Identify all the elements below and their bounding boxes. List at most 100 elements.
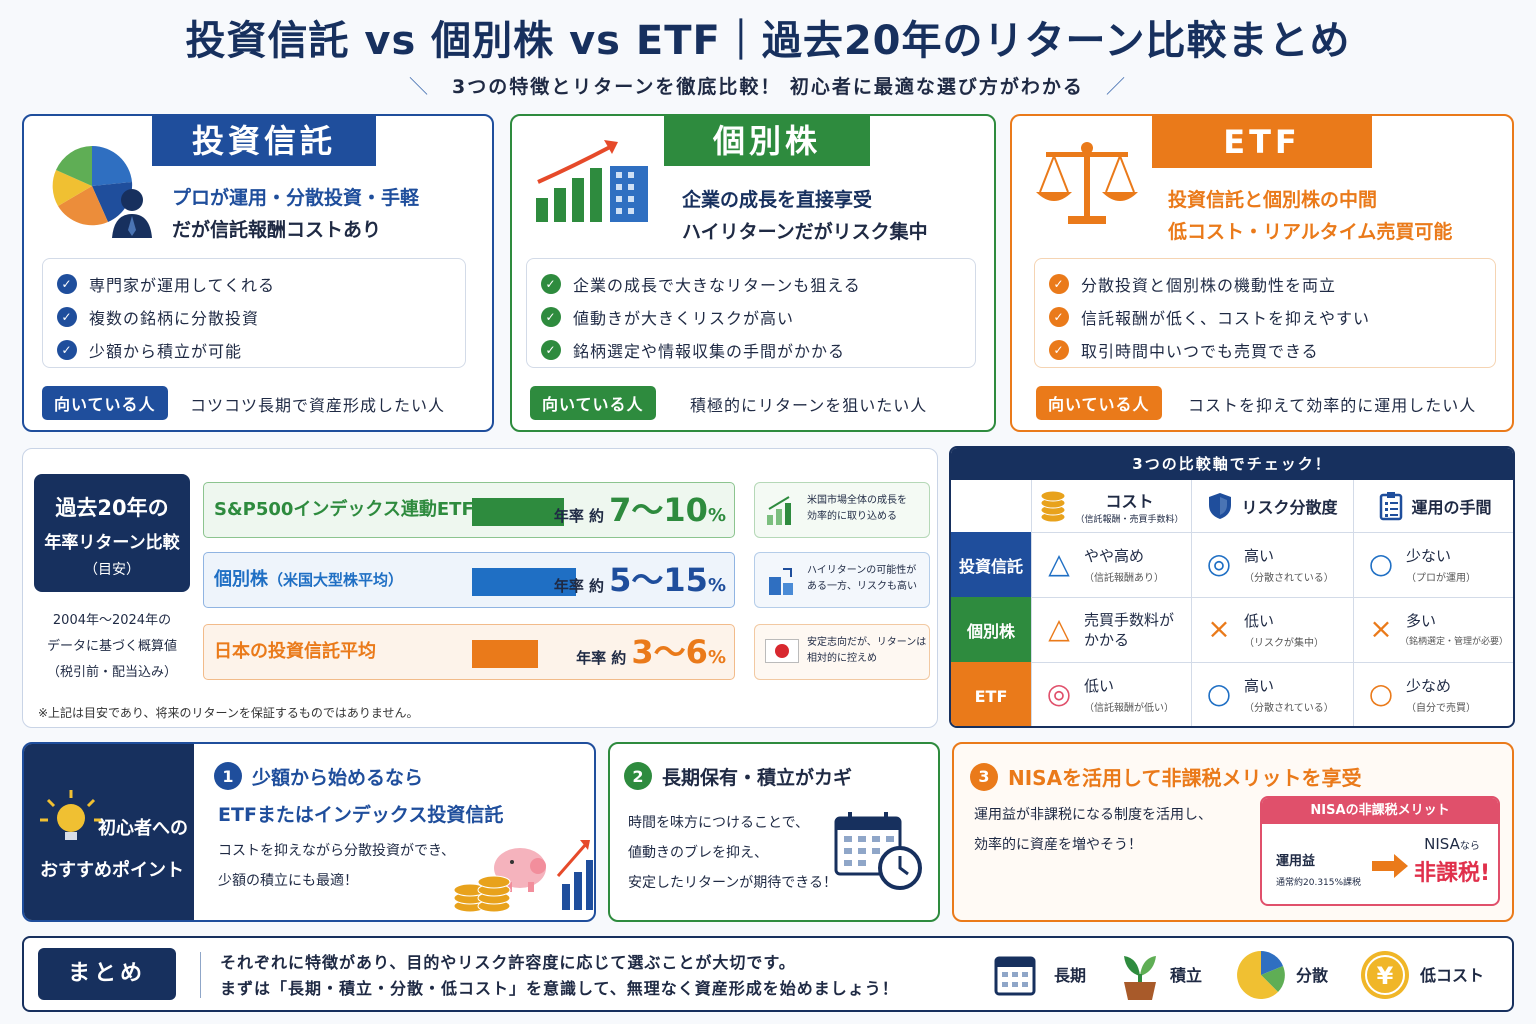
growth-chart-icon xyxy=(767,496,791,525)
check-icon: ✓ xyxy=(57,339,77,360)
card-tagline: 投資信託と個別株の中間 低コスト・リアルタイム売買可能 xyxy=(1168,189,1453,243)
feature-list: ✓ 専門家が運用してくれる ✓ 複数の銘柄に分散投資 ✓ 少額から積立が可能 xyxy=(42,258,466,368)
tip-text: コストを抑えながら分散投資ができ、 少額の積立にも最適！ xyxy=(218,843,456,889)
fit-text: コストを抑えて効率的に運用したい人 xyxy=(1188,396,1477,415)
table-cell: × 多い （銘柄選定・管理が必要） xyxy=(1353,597,1513,662)
return-value: 年率 約 5〜15% xyxy=(553,561,726,599)
card-mutual-fund: 投資信託 プロが運用・分散投資・手軽 だが信託報酬コストあり ✓ 専門家が運用して… xyxy=(22,114,494,432)
fit-badge: 向いている人 xyxy=(42,386,168,420)
tip-title: 3 NISAを活用して非課税メリットを享受 xyxy=(970,762,1361,791)
check-icon: ✓ xyxy=(541,306,561,327)
pie-chart-icon xyxy=(1237,951,1285,999)
list-item: ✓ 銘柄選定や情報収集の手間がかかる xyxy=(541,333,961,366)
lightbulb-icon xyxy=(40,790,102,840)
fit-text: 積極的にリターンを狙いたい人 xyxy=(690,396,928,415)
clipboard-icon xyxy=(1380,492,1403,521)
return-bar xyxy=(472,498,564,526)
table-cell: ◎ 低い （信託報酬が低い） xyxy=(1031,662,1191,726)
return-value: 年率 約 3〜6% xyxy=(576,633,726,671)
fit-badge: 向いている人 xyxy=(1036,386,1162,420)
tip-title-2: ETFまたはインデックス投資信託 xyxy=(218,804,504,826)
table-cell: △ やや高め （信託報酬あり） xyxy=(1031,532,1191,597)
tip-card-2: 2 長期保有・積立がカギ 時間を味方につけることで、 値動きのブレを抑え、 安定したリ… xyxy=(608,742,940,922)
check-icon: ✓ xyxy=(1049,273,1069,294)
return-note: 安定志向だが、リターンは 相対的に控えめ xyxy=(754,624,930,680)
feature-list: ✓ 分散投資と個別株の機動性を両立 ✓ 信託報酬が低く、コストを抑えやすい ✓ 取引時… xyxy=(1034,258,1496,368)
return-bar xyxy=(472,568,576,596)
page-subtitle: ＼ 3つの特徴とリターンを徹底比較！ 初心者に最適な選び方がわかる／ xyxy=(409,76,1127,98)
check-icon: ✓ xyxy=(541,339,561,360)
return-row-japan-fund: 日本の投資信託平均 年率 約 3〜6% xyxy=(203,624,735,680)
list-item: ✓ 企業の成長で大きなリターンも狙える xyxy=(541,267,961,300)
circle-mark: ○ xyxy=(1368,677,1394,710)
table-cell: × 低い （リスクが集中） xyxy=(1191,597,1353,662)
keyword-low-cost: 低コスト xyxy=(1420,966,1485,985)
check-icon: ✓ xyxy=(57,306,77,327)
table-cell: ○ 少なめ （自分で売買） xyxy=(1353,662,1513,726)
card-title: 投資信託 xyxy=(152,116,376,166)
building-chart-icon xyxy=(769,568,793,595)
list-item: ✓ 少額から積立が可能 xyxy=(57,333,451,366)
card-title: ETF xyxy=(1152,116,1372,168)
row-header-individual-stock: 個別株 xyxy=(951,597,1031,662)
cross-mark: × xyxy=(1207,612,1231,645)
return-row-stock: 個別株（米国大型株平均） 年率 約 5〜15% xyxy=(203,552,735,608)
divider xyxy=(200,952,201,998)
list-item: ✓ 専門家が運用してくれる xyxy=(57,267,451,300)
list-item: ✓ 取引時間中いつでも売買できる xyxy=(1049,333,1481,366)
check-icon: ✓ xyxy=(1049,339,1069,360)
circle-mark: ○ xyxy=(1206,677,1232,710)
return-note: ハイリターンの可能性が ある一方、リスクも高い xyxy=(754,552,930,608)
return-bar xyxy=(472,640,538,668)
check-icon: ✓ xyxy=(541,273,561,294)
list-item: ✓ 分散投資と個別株の機動性を両立 xyxy=(1049,267,1481,300)
yen-coin-icon: ¥ xyxy=(1361,951,1409,999)
keyword-long-term: 長期 xyxy=(1054,966,1087,985)
returns-label: 過去20年の 年率リターン比較 （目安） xyxy=(34,474,190,592)
row-header-etf: ETF xyxy=(951,662,1031,726)
double-circle-mark: ◎ xyxy=(1046,677,1072,710)
table-cell: ◎ 高い （分散されている） xyxy=(1191,532,1353,597)
return-value: 年率 約 7〜10% xyxy=(553,491,726,529)
disclaimer: ※上記は目安であり、将来のリターンを保証するものではありません。 xyxy=(38,706,419,720)
tip-card-1: 初心者への おすすめポイント 1 少額から始めるなら ETFまたはインデックス投資… xyxy=(22,742,596,922)
check-icon: ✓ xyxy=(1049,306,1069,327)
return-note: 米国市場全体の成長を 効率的に取り込める xyxy=(754,482,930,538)
column-header-cost: コスト （信託報酬・売買手数料） xyxy=(1031,480,1191,532)
table-cell: ○ 高い （分散されている） xyxy=(1191,662,1353,726)
summary-bar: まとめ それぞれに特徴があり、目的やリスク許容度に応じて選ぶことが大切です。 まず… xyxy=(22,936,1514,1012)
nisa-box: NISAの非課税メリット 運用益 通常約20.315%課税 NISAなら 非課税! xyxy=(1260,796,1500,906)
card-etf: ETF 投資信託と個別株の中間 低コスト・リアルタイム売買可能 ✓ 分散投資と個別… xyxy=(1010,114,1514,432)
pie-chart-icon xyxy=(52,145,152,238)
data-basis: 2004年～2024年の データに基づく概算値 （税引前・配当込み） xyxy=(46,613,177,680)
triangle-mark: △ xyxy=(1048,612,1070,645)
svg-text:¥: ¥ xyxy=(1377,962,1394,990)
summary-badge: まとめ xyxy=(38,948,176,1000)
tip-card-3: 3 NISAを活用して非課税メリットを享受 運用益が非課税になる制度を活用し、 効率… xyxy=(952,742,1514,922)
fit-text: コツコツ長期で資産形成したい人 xyxy=(190,396,446,415)
table-cell: ○ 少ない （プロが運用） xyxy=(1353,532,1513,597)
return-row-sp500: S&P500インデックス連動ETF 年率 約 7〜10% xyxy=(203,482,735,538)
triangle-mark: △ xyxy=(1048,547,1070,580)
keyword-accumulate: 積立 xyxy=(1170,966,1203,985)
calendar-clock-icon xyxy=(834,812,922,890)
row-header-mutual-fund: 投資信託 xyxy=(951,532,1031,597)
column-header-effort: 運用の手間 xyxy=(1353,480,1513,532)
column-header-risk: リスク分散度 xyxy=(1191,480,1353,532)
piggy-bank-icon xyxy=(453,840,593,913)
double-circle-mark: ◎ xyxy=(1206,547,1232,580)
summary-text: それぞれに特徴があり、目的やリスク許容度に応じて選ぶことが大切です。 まずは「長期… xyxy=(220,953,899,998)
tip-text: 運用益が非課税になる制度を活用し、 効率的に資産を増やそう！ xyxy=(974,807,1212,853)
balance-scale-icon xyxy=(1036,142,1138,224)
shield-icon xyxy=(1209,493,1232,519)
list-item: ✓ 信託報酬が低く、コストを抑えやすい xyxy=(1049,300,1481,333)
cross-mark: × xyxy=(1369,612,1393,645)
comparison-table: 3つの比較軸でチェック！ コスト （信託報酬・売買手数料） リスク分散度 運用の手… xyxy=(949,446,1515,728)
card-title: 個別株 xyxy=(664,116,870,166)
list-item: ✓ 値動きが大きくリスクが高い xyxy=(541,300,961,333)
card-tagline: 企業の成長を直接享受 ハイリターンだがリスク集中 xyxy=(682,189,928,243)
card-tagline: プロが運用・分散投資・手軽 だが信託報酬コストあり xyxy=(172,187,420,241)
tip-title: 2 長期保有・積立がカギ xyxy=(624,762,852,790)
card-individual-stock: 個別株 企業の成長を直接享受 ハイリターンだがリスク集中 ✓ 企業の成長で大きなリ… xyxy=(510,114,996,432)
tips-label: 初心者への おすすめポイント xyxy=(24,744,194,920)
